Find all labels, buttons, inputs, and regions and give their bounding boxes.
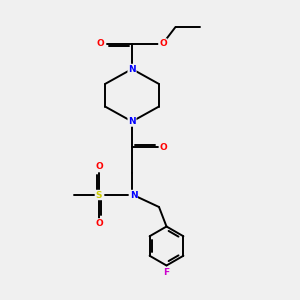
Text: O: O: [159, 39, 167, 48]
Text: O: O: [160, 142, 167, 152]
Text: S: S: [96, 190, 102, 200]
Text: O: O: [97, 39, 104, 48]
Text: F: F: [164, 268, 169, 277]
Text: N: N: [128, 64, 136, 74]
Text: O: O: [95, 219, 103, 228]
Text: N: N: [130, 190, 137, 200]
Text: O: O: [95, 162, 103, 171]
Text: N: N: [128, 117, 136, 126]
